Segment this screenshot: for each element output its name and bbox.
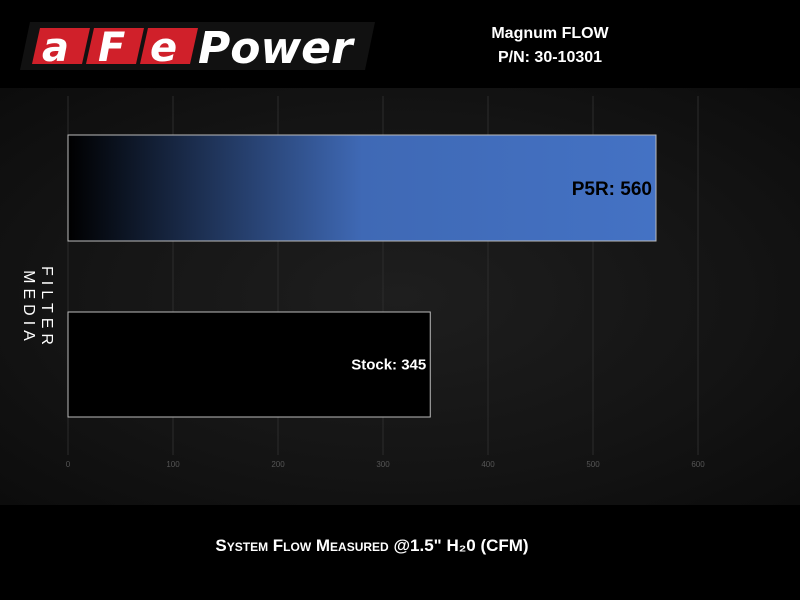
x-tick-label: 400 (481, 460, 495, 469)
data-label-stock: Stock: 345 (351, 357, 426, 374)
product-name: Magnum FLOW (491, 25, 609, 42)
x-tick-label: 0 (66, 460, 71, 469)
x-tick-label: 100 (166, 460, 180, 469)
afe-power-logo: a F e Power (20, 22, 375, 74)
svg-text:e: e (150, 25, 177, 71)
x-tick-label: 500 (586, 460, 600, 469)
part-number: P/N: 30-10301 (497, 49, 603, 66)
svg-text:Power: Power (198, 23, 355, 74)
bar-stock (67, 311, 431, 418)
svg-text:a: a (42, 25, 69, 71)
svg-text:F: F (98, 25, 125, 71)
x-tick-label: 300 (376, 460, 390, 469)
header: a F e Power Magnum FLOW P/N: 30-10301 (0, 0, 800, 88)
footer (0, 505, 800, 600)
product-title: Magnum FLOW P/N: 30-10301 (440, 22, 660, 70)
data-label-p5r: P5R: 560 (572, 179, 652, 200)
x-tick-label: 200 (271, 460, 285, 469)
bar-p5r (67, 134, 657, 242)
x-tick-label: 600 (691, 460, 705, 469)
x-axis-label: System Flow Measured @1.5" H₂0 (CFM) (215, 536, 529, 555)
y-axis-label: FILTER MEDIA (20, 266, 55, 350)
